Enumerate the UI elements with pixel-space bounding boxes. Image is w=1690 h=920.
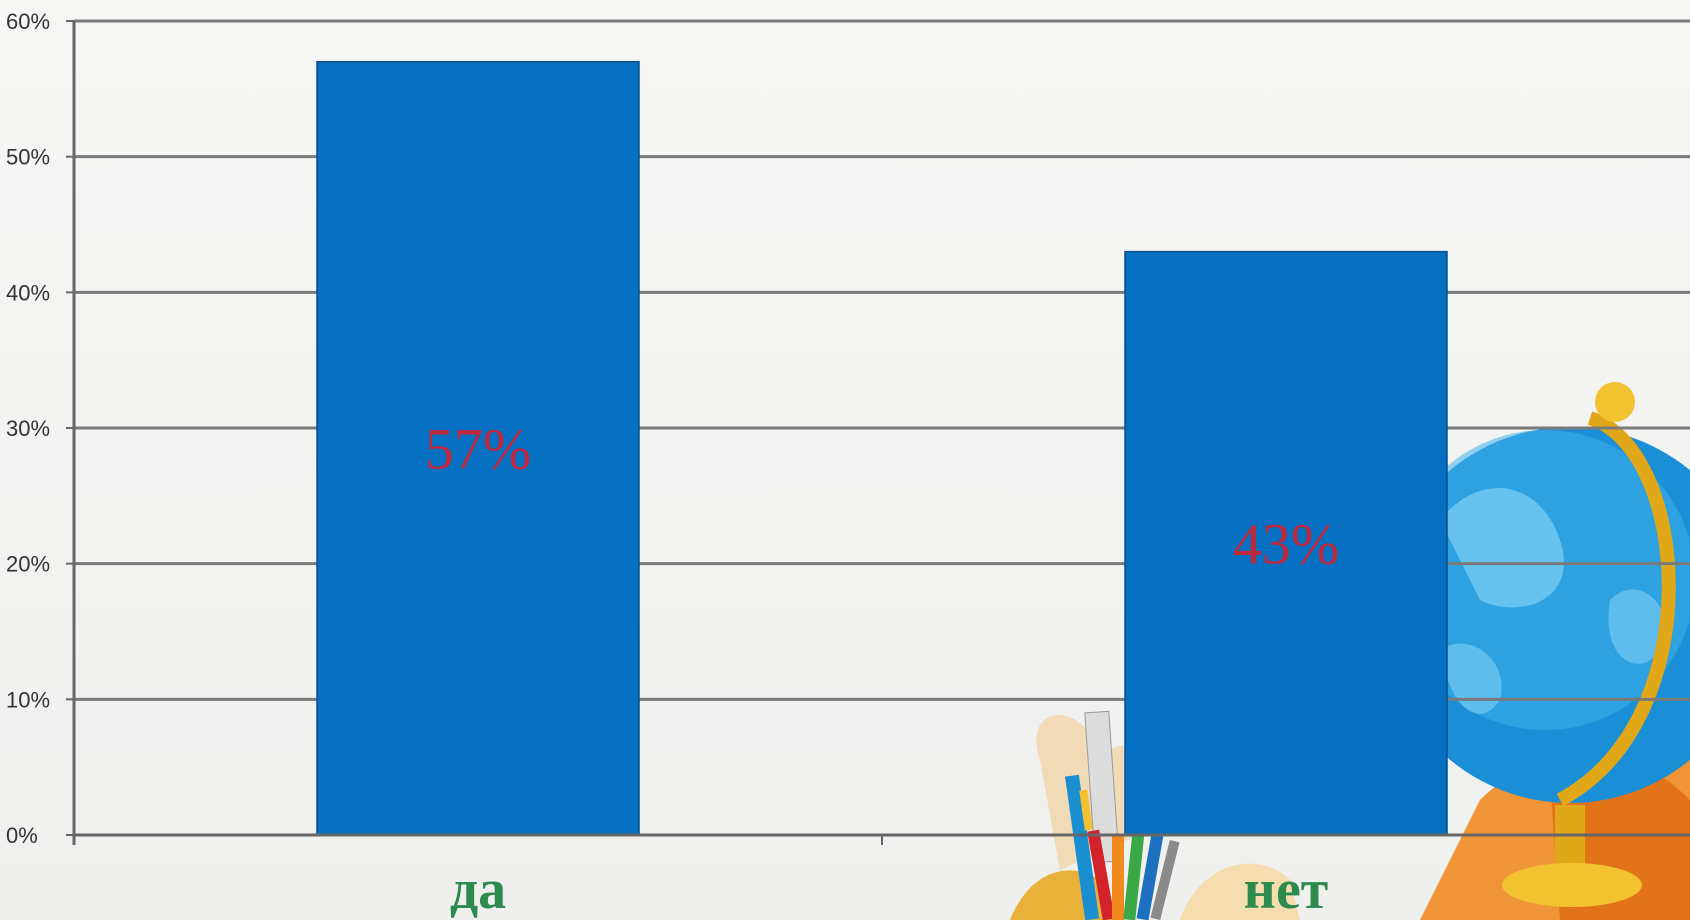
y-tick-label: 60% [6,9,50,34]
y-tick-label: 50% [6,145,50,170]
y-tick-label: 10% [6,687,50,712]
data-label-0: 57% [425,416,531,481]
category-label-0: да [450,859,506,920]
y-tick-labels: 0% 10% 20% 30% 40% 50% 60% [6,9,50,848]
axes [72,21,1690,845]
ruler-decoration [1084,710,1120,864]
category-label-1: нет [1244,859,1329,920]
bar-0 [316,60,640,836]
bars [316,60,1448,836]
y-tick-label: 20% [6,552,50,577]
data-labels: 57% 43% [425,416,1339,576]
pencils-decoration [1065,774,1180,920]
bar-1 [1124,250,1448,836]
y-tick-label: 40% [6,280,50,305]
globe-icon [1382,382,1690,907]
data-label-1: 43% [1233,511,1339,576]
y-tick-label: 0% [6,823,38,848]
decoration [1010,382,1690,920]
y-tick-label: 30% [6,416,50,441]
category-labels: да нет [450,859,1328,920]
